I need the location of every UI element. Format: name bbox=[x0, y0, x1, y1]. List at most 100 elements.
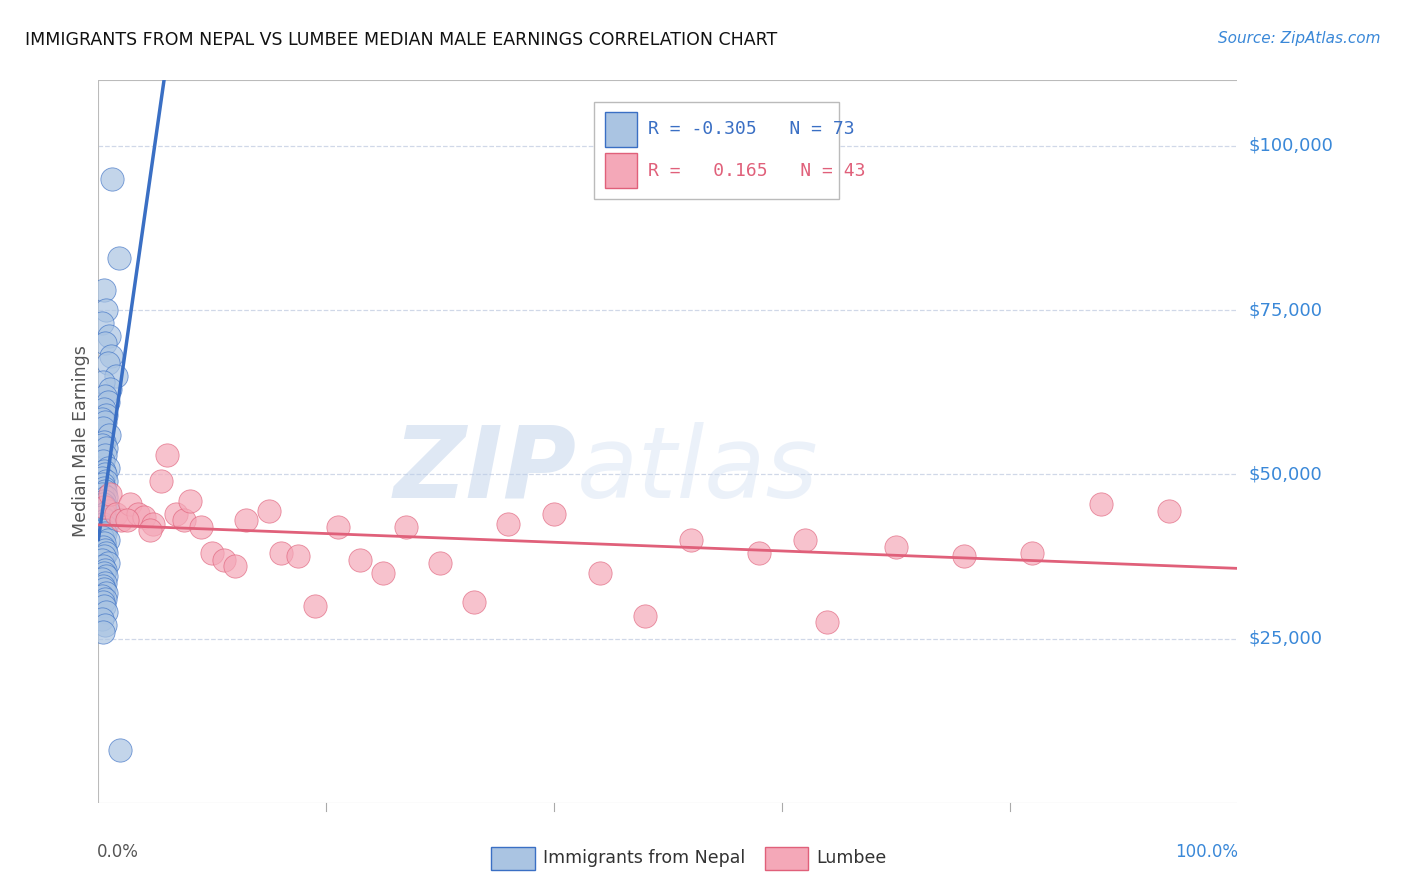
Point bbox=[1090, 497, 1112, 511]
Point bbox=[793, 533, 815, 547]
Point bbox=[120, 497, 142, 511]
Point bbox=[96, 585, 118, 599]
Point bbox=[94, 618, 117, 632]
Point bbox=[96, 533, 118, 547]
Bar bbox=[765, 847, 808, 870]
Point bbox=[94, 500, 117, 515]
Point bbox=[259, 503, 281, 517]
Point bbox=[96, 395, 118, 409]
Point bbox=[543, 507, 565, 521]
Point bbox=[108, 743, 131, 757]
Point bbox=[90, 438, 112, 452]
Point bbox=[97, 428, 120, 442]
Point bbox=[90, 589, 112, 603]
Point bbox=[94, 483, 117, 498]
Point bbox=[91, 595, 114, 609]
Point bbox=[93, 599, 115, 613]
Point bbox=[634, 608, 657, 623]
Text: $75,000: $75,000 bbox=[1249, 301, 1323, 319]
Point bbox=[91, 376, 114, 390]
Point bbox=[96, 303, 118, 318]
Point bbox=[90, 553, 112, 567]
Point bbox=[91, 421, 114, 435]
Point bbox=[98, 487, 121, 501]
Point bbox=[173, 513, 195, 527]
Point bbox=[429, 556, 451, 570]
Point bbox=[94, 563, 117, 577]
Point bbox=[94, 542, 117, 557]
Point bbox=[93, 523, 115, 537]
Text: Immigrants from Nepal: Immigrants from Nepal bbox=[543, 849, 745, 867]
Point bbox=[115, 513, 138, 527]
Point bbox=[91, 454, 114, 468]
Point bbox=[212, 553, 235, 567]
Point bbox=[90, 471, 112, 485]
Text: R = -0.305   N = 73: R = -0.305 N = 73 bbox=[648, 120, 855, 138]
Point bbox=[679, 533, 702, 547]
Point bbox=[98, 382, 121, 396]
Point bbox=[96, 491, 118, 505]
Point bbox=[498, 516, 520, 531]
Point bbox=[96, 409, 118, 423]
Point bbox=[748, 546, 770, 560]
Point bbox=[127, 507, 149, 521]
Point bbox=[201, 546, 224, 560]
Point bbox=[93, 434, 115, 449]
Point bbox=[93, 481, 115, 495]
Point bbox=[93, 500, 115, 515]
Point bbox=[287, 549, 309, 564]
Point bbox=[110, 513, 132, 527]
Point bbox=[91, 497, 114, 511]
Point bbox=[93, 582, 115, 597]
Text: R =   0.165   N = 43: R = 0.165 N = 43 bbox=[648, 161, 866, 179]
Point bbox=[94, 448, 117, 462]
Point bbox=[1157, 503, 1180, 517]
Point bbox=[371, 566, 394, 580]
Point bbox=[588, 566, 610, 580]
Text: ZIP: ZIP bbox=[394, 422, 576, 519]
Point bbox=[94, 467, 117, 482]
Point bbox=[94, 526, 117, 541]
Point bbox=[96, 605, 118, 619]
Point bbox=[884, 540, 907, 554]
Point bbox=[108, 251, 131, 265]
Point bbox=[150, 474, 173, 488]
Point bbox=[91, 540, 114, 554]
Point bbox=[93, 566, 115, 580]
Point bbox=[179, 493, 201, 508]
Text: 0.0%: 0.0% bbox=[97, 843, 139, 861]
Point bbox=[91, 516, 114, 531]
Point bbox=[235, 513, 257, 527]
Point bbox=[304, 599, 326, 613]
Point bbox=[142, 516, 165, 531]
Point bbox=[395, 520, 418, 534]
Point bbox=[93, 284, 115, 298]
Text: Source: ZipAtlas.com: Source: ZipAtlas.com bbox=[1218, 31, 1381, 46]
Point bbox=[94, 388, 117, 402]
Point bbox=[104, 368, 127, 383]
Point bbox=[93, 493, 115, 508]
Point bbox=[96, 474, 118, 488]
Point bbox=[104, 507, 127, 521]
Point bbox=[91, 559, 114, 574]
Point bbox=[91, 625, 114, 640]
Point bbox=[96, 546, 118, 560]
Text: atlas: atlas bbox=[576, 422, 818, 519]
Point bbox=[90, 510, 112, 524]
Text: $100,000: $100,000 bbox=[1249, 137, 1333, 155]
Point bbox=[1021, 546, 1043, 560]
Point bbox=[94, 592, 117, 607]
Point bbox=[96, 460, 118, 475]
Point bbox=[190, 520, 212, 534]
Point bbox=[90, 316, 112, 330]
Point bbox=[90, 487, 112, 501]
Point bbox=[326, 520, 349, 534]
Point bbox=[94, 575, 117, 590]
Point bbox=[90, 612, 112, 626]
Point bbox=[97, 329, 120, 343]
Point bbox=[91, 579, 114, 593]
Point bbox=[156, 448, 179, 462]
Point bbox=[953, 549, 976, 564]
Point bbox=[96, 356, 118, 370]
Text: IMMIGRANTS FROM NEPAL VS LUMBEE MEDIAN MALE EARNINGS CORRELATION CHART: IMMIGRANTS FROM NEPAL VS LUMBEE MEDIAN M… bbox=[25, 31, 778, 49]
